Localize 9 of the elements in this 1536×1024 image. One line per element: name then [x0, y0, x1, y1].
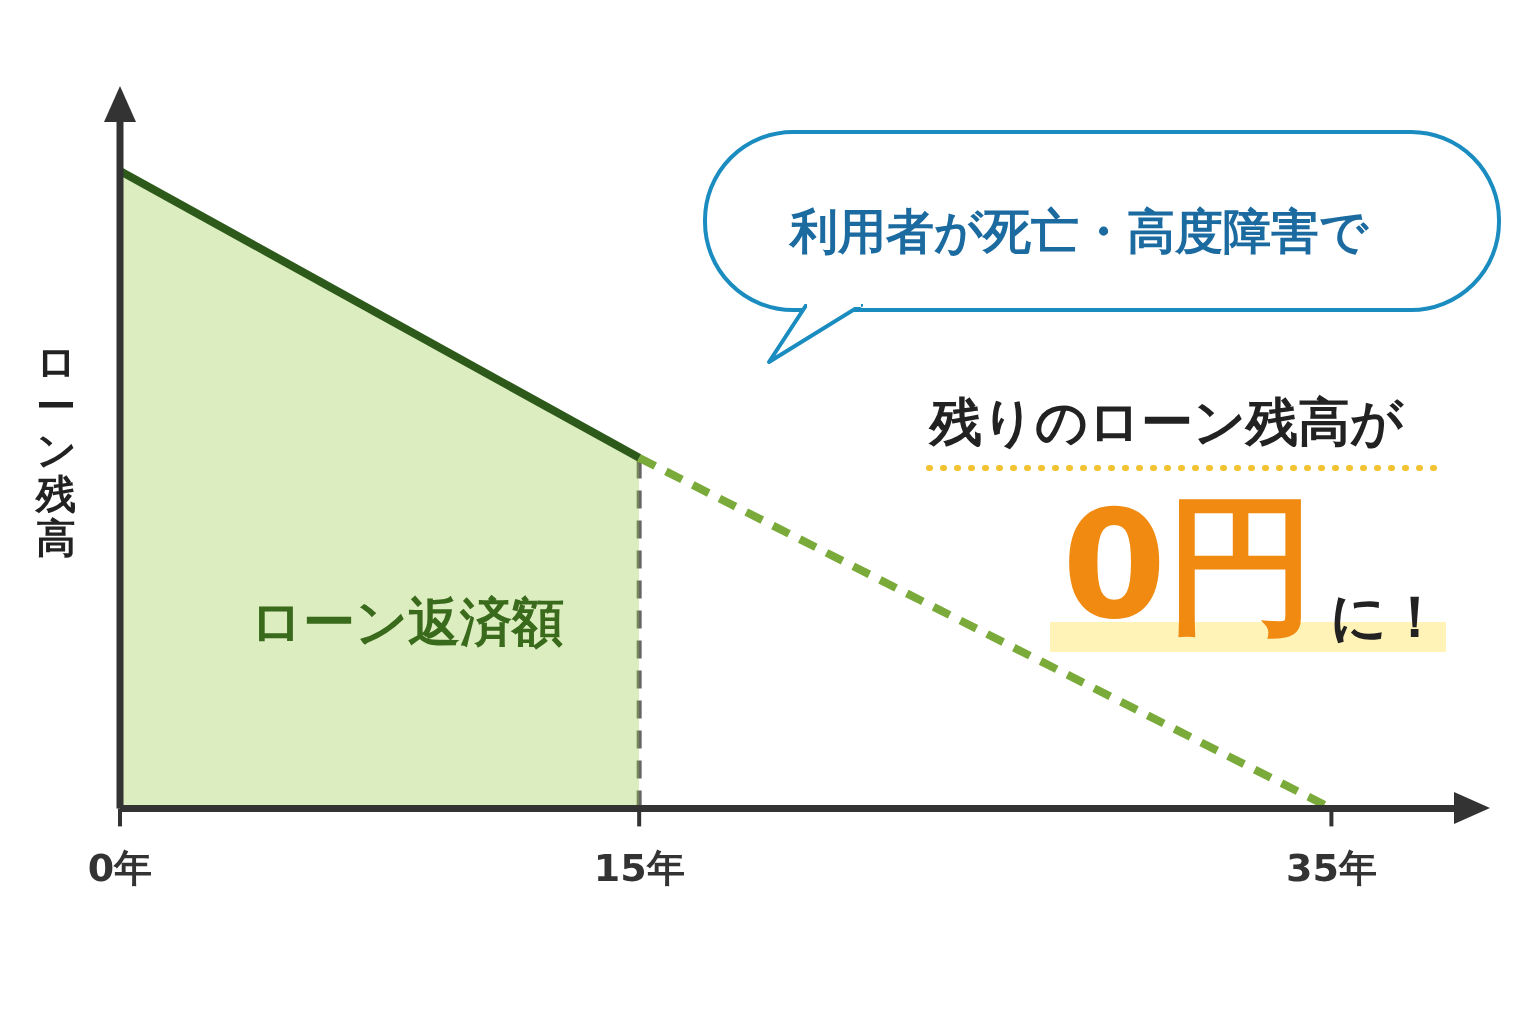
annotation: 残りのローン残高が	[930, 391, 1403, 454]
x-tick-label: 15年	[593, 846, 685, 891]
x-tick-label: 0年	[87, 846, 153, 891]
y-axis-title: ローン残高	[34, 339, 78, 561]
annotation: に！	[1330, 583, 1443, 651]
annotation: 0円	[1062, 478, 1317, 652]
x-tick-label: 35年	[1285, 846, 1377, 891]
annotation: 利用者が死亡・高度障害で	[790, 202, 1368, 261]
annotation: ローン返済額	[250, 591, 564, 654]
